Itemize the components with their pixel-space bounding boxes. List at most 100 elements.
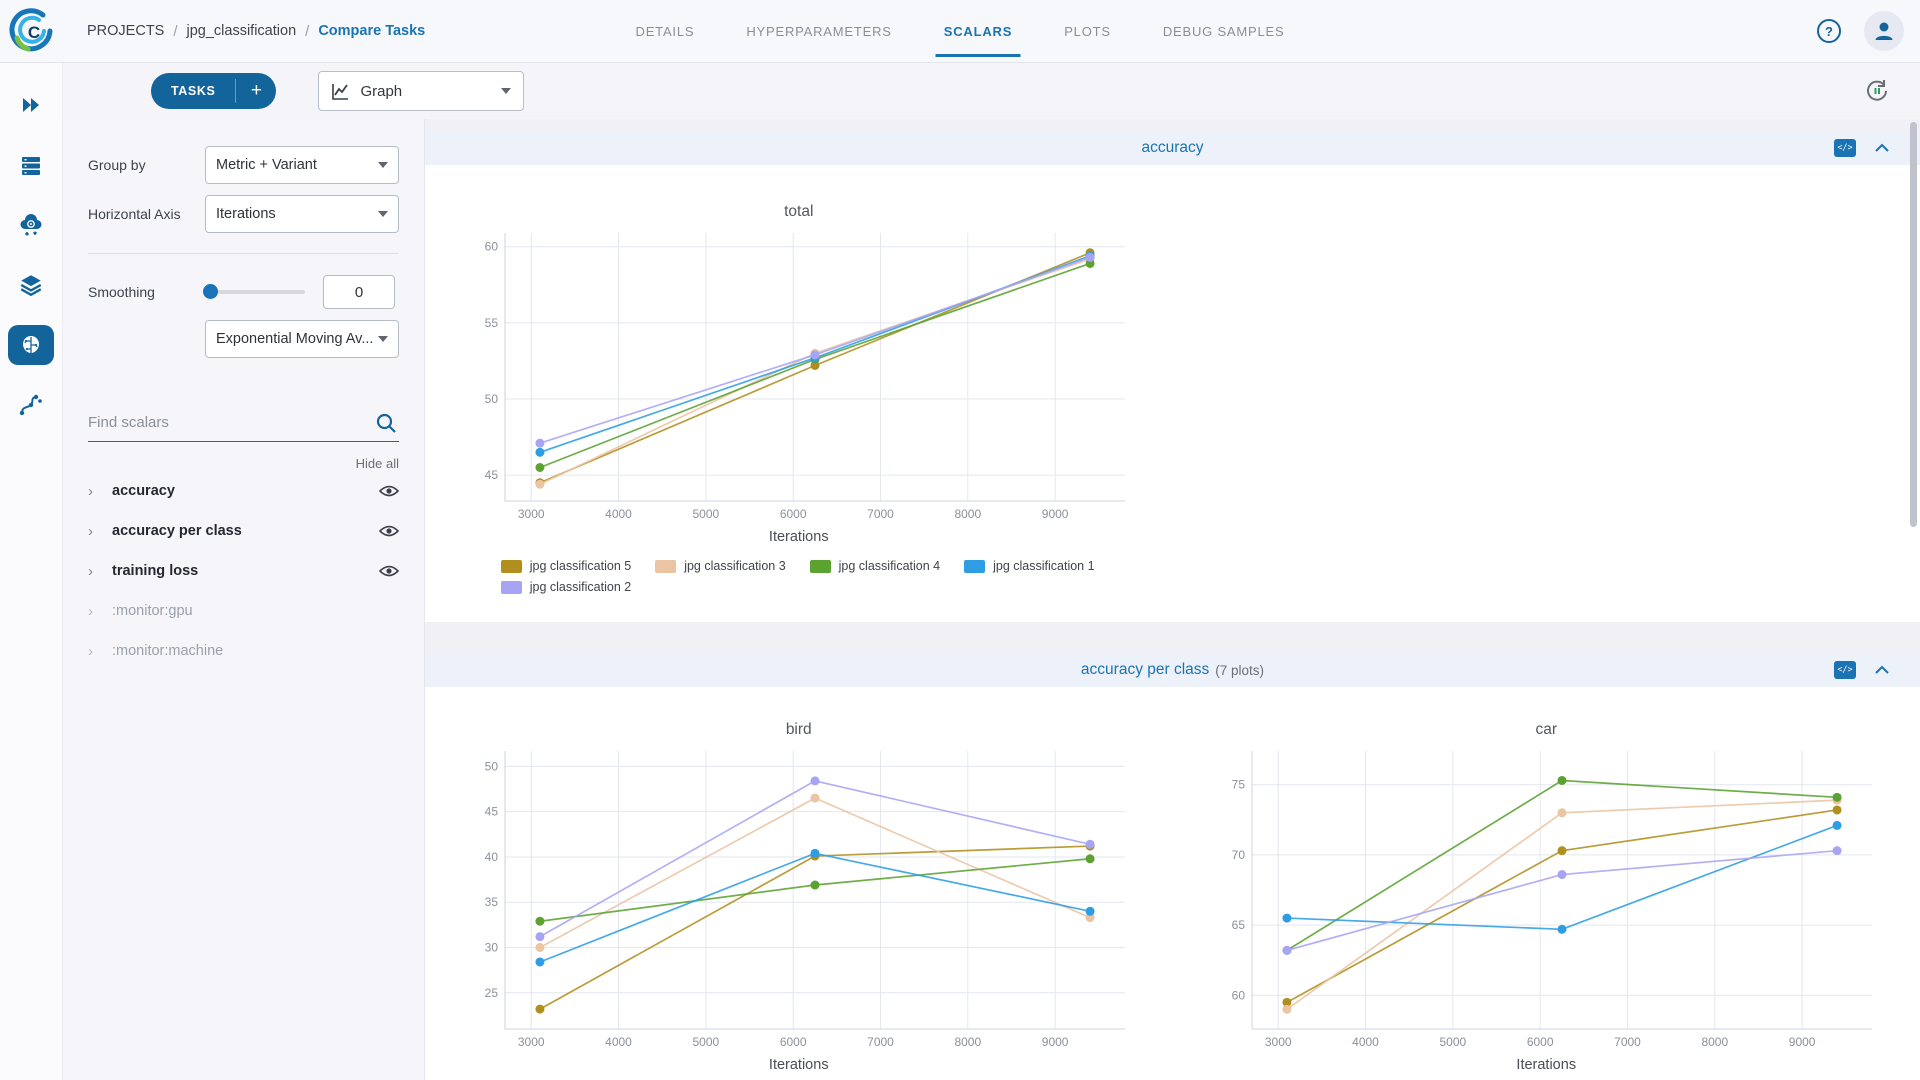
data-point[interactable] <box>1832 805 1842 815</box>
x-tick-label: 4000 <box>605 1035 632 1049</box>
collapse-chevron-up-icon[interactable] <box>1874 143 1890 153</box>
workers-icon[interactable] <box>8 205 54 245</box>
metric-row-monitor-gpu[interactable]: › :monitor:gpu <box>88 591 399 631</box>
data-point[interactable] <box>1085 854 1095 864</box>
visibility-eye-icon[interactable] <box>379 524 399 538</box>
group-by-select[interactable]: Metric + Variant <box>205 146 399 184</box>
hide-all-link[interactable]: Hide all <box>355 456 399 471</box>
data-point[interactable] <box>1085 906 1095 916</box>
data-point[interactable] <box>535 1004 545 1014</box>
data-point[interactable] <box>810 350 820 360</box>
datasets-icon[interactable] <box>8 265 54 305</box>
data-point[interactable] <box>535 438 545 448</box>
series-line[interactable] <box>539 845 1090 1010</box>
smoothing-slider-thumb[interactable] <box>203 284 218 299</box>
series-line[interactable] <box>1286 849 1838 952</box>
data-point[interactable] <box>535 447 545 457</box>
data-point[interactable] <box>1282 997 1292 1007</box>
legend-item[interactable]: jpg classification 4 <box>809 559 940 573</box>
visibility-eye-icon[interactable] <box>379 484 399 498</box>
series-line[interactable] <box>1286 799 1838 1011</box>
metric-label: :monitor:gpu <box>112 603 193 619</box>
tab-hyperparameters[interactable]: HYPERPARAMETERS <box>746 23 892 39</box>
section-accuracy: accuracy </> total 45 50 55 60 3000 4000 5000 6… <box>425 131 1920 622</box>
series-line[interactable] <box>539 797 1091 949</box>
breadcrumb: PROJECTS / jpg_classification / Compare … <box>87 23 425 40</box>
data-point[interactable] <box>1557 808 1567 818</box>
projects-brain-icon[interactable] <box>8 325 54 365</box>
breadcrumb-project-name[interactable]: jpg_classification <box>186 23 297 39</box>
data-point[interactable] <box>810 776 820 786</box>
smoothing-value-input[interactable] <box>323 275 395 309</box>
data-point[interactable] <box>535 957 545 967</box>
legend-item[interactable]: jpg classification 2 <box>500 580 631 594</box>
section-header[interactable]: accuracy </> <box>425 131 1920 165</box>
legend-item[interactable]: jpg classification 1 <box>964 559 1095 573</box>
metric-row-monitor-machine[interactable]: › :monitor:machine <box>88 631 399 671</box>
data-point[interactable] <box>810 848 820 858</box>
embed-code-icon[interactable]: </> <box>1834 139 1856 157</box>
data-point[interactable] <box>1832 846 1842 856</box>
tasks-button[interactable]: TASKS <box>171 84 216 98</box>
data-point[interactable] <box>1282 913 1292 923</box>
data-point[interactable] <box>1282 1004 1292 1014</box>
tab-scalars[interactable]: SCALARS <box>918 0 1038 62</box>
user-avatar[interactable] <box>1864 11 1904 51</box>
tab-details[interactable]: DETAILS <box>635 23 695 39</box>
add-task-button[interactable]: + <box>250 80 262 101</box>
chevron-right-icon[interactable]: › <box>88 642 93 660</box>
view-mode-select[interactable]: Graph <box>318 71 525 111</box>
data-point[interactable] <box>1557 775 1567 785</box>
smoothing-slider[interactable] <box>203 284 305 299</box>
data-point[interactable] <box>1557 846 1567 856</box>
data-point[interactable] <box>535 943 545 953</box>
legend-item[interactable]: jpg classification 3 <box>655 559 786 573</box>
metric-row-accuracy-per-class[interactable]: › accuracy per class <box>88 511 399 551</box>
help-icon[interactable]: ? <box>1816 18 1842 44</box>
expand-sidebar-icon[interactable] <box>8 85 54 125</box>
data-point[interactable] <box>1085 913 1095 923</box>
metric-row-training-loss[interactable]: › training loss <box>88 551 399 591</box>
chevron-right-icon[interactable]: › <box>88 522 93 540</box>
data-point[interactable] <box>1085 839 1095 849</box>
legend-label: jpg classification 3 <box>684 559 786 573</box>
embed-code-icon[interactable]: </> <box>1834 661 1856 679</box>
breadcrumb-projects[interactable]: PROJECTS <box>87 23 165 39</box>
data-point[interactable] <box>1557 924 1567 934</box>
tab-plots[interactable]: PLOTS <box>1064 23 1111 39</box>
chevron-right-icon[interactable]: › <box>88 562 93 580</box>
data-point[interactable] <box>1832 792 1842 802</box>
smoothing-type-select[interactable]: Exponential Moving Av... <box>205 320 399 358</box>
collapse-chevron-up-icon[interactable] <box>1874 665 1890 675</box>
search-icon[interactable] <box>375 412 397 434</box>
series-line[interactable] <box>1286 809 1838 1004</box>
visibility-eye-icon[interactable] <box>379 564 399 578</box>
line-chart-total[interactable]: 45 50 55 60 3000 4000 5000 6000 7000 8000 9000 <box>459 227 1139 527</box>
legend-item[interactable]: jpg classification 5 <box>500 559 631 573</box>
auto-refresh-icon[interactable] <box>1862 76 1892 106</box>
line-chart-bird[interactable]: 25 30 35 40 45 50 3000 4000 5000 6000 7000 8000 9000 <box>459 745 1139 1055</box>
section-header[interactable]: accuracy per class (7 plots) </> <box>425 653 1920 687</box>
data-point[interactable] <box>535 479 545 489</box>
pipelines-icon[interactable] <box>8 385 54 425</box>
data-point[interactable] <box>1085 252 1095 262</box>
series-line[interactable] <box>539 852 1090 963</box>
data-point[interactable] <box>535 463 545 472</box>
line-chart-car[interactable]: 60 65 70 75 3000 4000 5000 6000 7000 8000 9000 <box>1206 745 1886 1055</box>
data-point[interactable] <box>535 932 545 942</box>
tab-debug-samples[interactable]: DEBUG SAMPLES <box>1162 23 1285 39</box>
data-point[interactable] <box>535 916 545 926</box>
chevron-right-icon[interactable]: › <box>88 602 93 620</box>
vertical-scrollbar[interactable] <box>1910 122 1917 527</box>
clearml-logo[interactable]: C <box>9 7 57 55</box>
search-input[interactable] <box>88 414 399 431</box>
chevron-right-icon[interactable]: › <box>88 482 93 500</box>
data-point[interactable] <box>1557 870 1567 880</box>
data-point[interactable] <box>1282 945 1292 955</box>
data-point[interactable] <box>1832 820 1842 830</box>
metric-row-accuracy[interactable]: › accuracy <box>88 471 399 511</box>
queues-icon[interactable] <box>8 145 54 185</box>
horizontal-axis-select[interactable]: Iterations <box>205 195 399 233</box>
data-point[interactable] <box>810 880 820 890</box>
data-point[interactable] <box>810 793 820 803</box>
